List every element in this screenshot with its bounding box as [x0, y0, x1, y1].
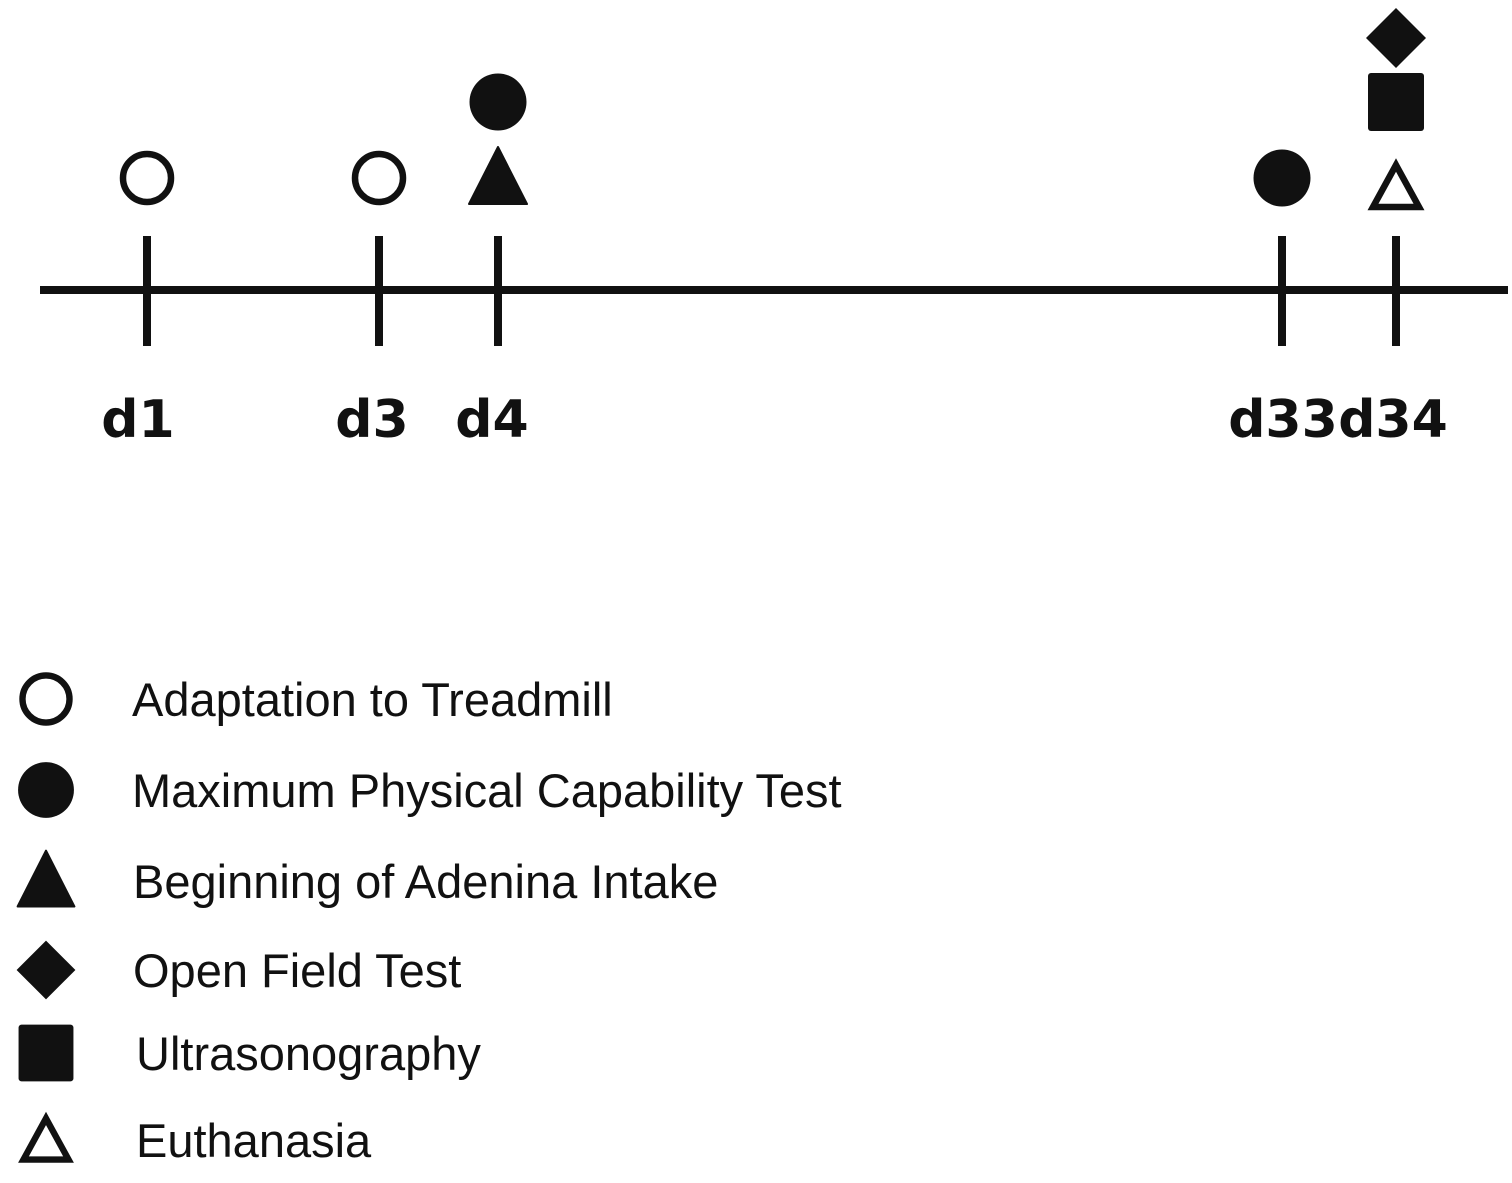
legend-label: Euthanasia	[136, 1114, 372, 1167]
open-triangle-icon	[18, 1111, 74, 1163]
day-label-d34: d34	[1338, 390, 1448, 450]
legend-label: Open Field Test	[133, 944, 461, 997]
timeline-markers	[119, 8, 1426, 211]
day-label-d3: d3	[335, 390, 408, 450]
marker-d3-open-circle-icon	[351, 150, 407, 206]
day-label-d33: d33	[1228, 390, 1338, 450]
marker-d1-open-circle-icon	[119, 150, 175, 206]
legend-item-max_test: Maximum Physical Capability Test	[18, 762, 842, 818]
legend-item-ultrasonography: Ultrasonography	[18, 1024, 481, 1082]
marker-d34-filled-diamond-icon	[1366, 8, 1426, 68]
legend-item-euthanasia: Euthanasia	[18, 1111, 372, 1167]
timeline-ticks	[143, 236, 1400, 346]
open-circle-icon	[19, 672, 73, 726]
legend-item-adenina: Beginning of Adenina Intake	[16, 849, 718, 908]
marker-d33-filled-circle-icon	[1253, 149, 1311, 207]
filled-triangle-icon	[16, 849, 76, 908]
filled-diamond-icon	[16, 940, 76, 1000]
legend-item-adaptation: Adaptation to Treadmill	[19, 672, 613, 726]
legend-label: Adaptation to Treadmill	[132, 673, 613, 726]
legend-label: Ultrasonography	[136, 1027, 481, 1080]
marker-d34-filled-square-icon	[1368, 73, 1424, 131]
timeline-day-labels: d1 d3 d4 d33 d34	[101, 390, 1448, 450]
legend: Adaptation to Treadmill Maximum Physical …	[16, 672, 842, 1167]
marker-d4-filled-circle-icon	[469, 73, 527, 131]
marker-d34-open-triangle-icon	[1367, 158, 1425, 211]
filled-circle-icon	[18, 762, 74, 818]
filled-square-icon	[18, 1024, 74, 1082]
legend-label: Beginning of Adenina Intake	[133, 855, 718, 908]
day-label-d1: d1	[101, 390, 174, 450]
legend-label: Maximum Physical Capability Test	[132, 764, 842, 817]
legend-item-open_field: Open Field Test	[16, 940, 461, 1000]
marker-d4-filled-triangle-icon	[468, 146, 528, 205]
day-label-d4: d4	[455, 390, 528, 450]
